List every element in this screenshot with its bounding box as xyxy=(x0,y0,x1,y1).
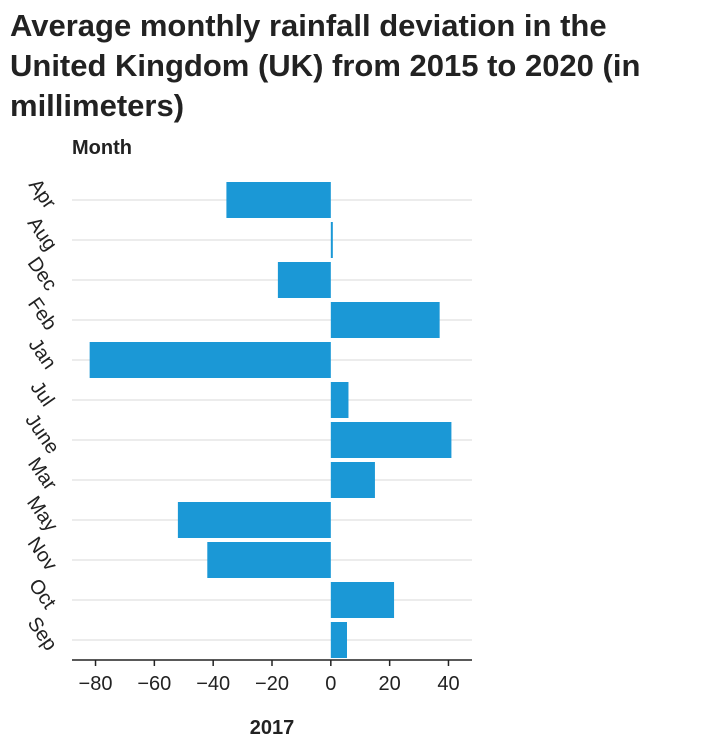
bar-apr xyxy=(226,182,331,218)
bar-feb xyxy=(330,302,440,338)
category-label: Nov xyxy=(23,533,61,575)
chart-title: Average monthly rainfall deviation in th… xyxy=(10,8,641,123)
category-label: Sep xyxy=(23,613,61,655)
category-label: Jul xyxy=(26,377,59,411)
bar-sep xyxy=(330,622,347,658)
bar-aug xyxy=(330,222,333,258)
x-tick-label: −20 xyxy=(255,673,289,695)
bar-may xyxy=(177,502,331,538)
y-axis-title: Month xyxy=(72,137,132,159)
bar-jan xyxy=(89,342,331,378)
x-tick-label: 0 xyxy=(325,673,336,695)
bar-oct xyxy=(330,582,395,618)
category-label: Feb xyxy=(23,294,61,335)
category-label: Aug xyxy=(23,213,61,255)
x-tick-label: 40 xyxy=(437,673,459,695)
bar-dec xyxy=(277,262,331,298)
x-axis-title: 2017 xyxy=(250,717,295,739)
category-label: June xyxy=(21,410,64,458)
x-tick-label: −60 xyxy=(137,673,171,695)
bars xyxy=(89,182,452,658)
x-tick-label: −40 xyxy=(196,673,230,695)
category-label: Mar xyxy=(23,454,61,495)
x-axis: −80 −60 −40 −20 0 20 40 xyxy=(72,659,472,695)
category-label: Apr xyxy=(24,175,60,213)
bar-nov xyxy=(207,542,331,578)
category-label: Dec xyxy=(23,253,61,295)
category-label: Oct xyxy=(24,575,60,613)
bar-mar xyxy=(330,462,375,498)
bar-june xyxy=(330,422,452,458)
category-label: Jan xyxy=(24,334,61,373)
bar-jul xyxy=(330,382,349,418)
x-tick-label: −80 xyxy=(79,673,113,695)
x-tick-label: 20 xyxy=(379,673,401,695)
category-label: May xyxy=(22,492,62,536)
